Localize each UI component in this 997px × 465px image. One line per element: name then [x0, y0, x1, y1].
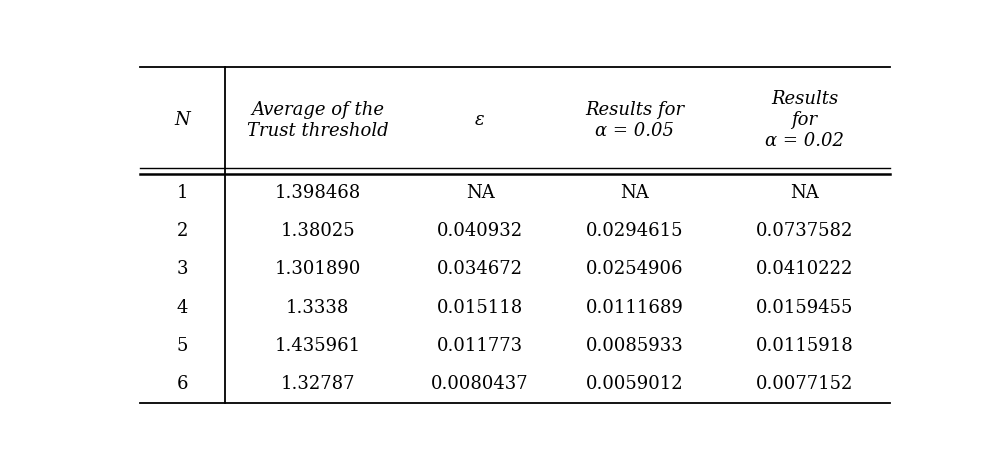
- Text: 0.011773: 0.011773: [437, 337, 523, 355]
- Text: 0.0085933: 0.0085933: [585, 337, 684, 355]
- Text: 0.0737582: 0.0737582: [756, 222, 853, 240]
- Text: 1.3338: 1.3338: [286, 299, 350, 317]
- Text: 1.398468: 1.398468: [274, 184, 361, 202]
- Text: 0.015118: 0.015118: [437, 299, 523, 317]
- Text: NA: NA: [466, 184, 495, 202]
- Text: 0.0294615: 0.0294615: [586, 222, 683, 240]
- Text: 1: 1: [176, 184, 188, 202]
- Text: 0.0059012: 0.0059012: [586, 375, 683, 393]
- Text: 0.0410222: 0.0410222: [756, 260, 853, 279]
- Text: 1.32787: 1.32787: [280, 375, 355, 393]
- Text: 3: 3: [176, 260, 188, 279]
- Text: 6: 6: [176, 375, 188, 393]
- Text: 0.0115918: 0.0115918: [756, 337, 853, 355]
- Text: N: N: [174, 111, 190, 129]
- Text: 0.0111689: 0.0111689: [585, 299, 684, 317]
- Text: Results
for
α = 0.02: Results for α = 0.02: [765, 91, 844, 150]
- Text: NA: NA: [620, 184, 649, 202]
- Text: 0.0159455: 0.0159455: [756, 299, 853, 317]
- Text: 4: 4: [176, 299, 188, 317]
- Text: 0.040932: 0.040932: [437, 222, 523, 240]
- Text: Results for
α = 0.05: Results for α = 0.05: [585, 101, 684, 140]
- Text: 1.38025: 1.38025: [280, 222, 355, 240]
- Text: 0.0254906: 0.0254906: [586, 260, 683, 279]
- Text: ε: ε: [476, 111, 485, 129]
- Text: 0.0080437: 0.0080437: [432, 375, 528, 393]
- Text: 0.0077152: 0.0077152: [756, 375, 853, 393]
- Text: 0.034672: 0.034672: [437, 260, 523, 279]
- Text: Average of the
Trust threshold: Average of the Trust threshold: [247, 101, 389, 140]
- Text: NA: NA: [791, 184, 819, 202]
- Text: 1.435961: 1.435961: [275, 337, 361, 355]
- Text: 5: 5: [176, 337, 188, 355]
- Text: 1.301890: 1.301890: [274, 260, 361, 279]
- Text: 2: 2: [176, 222, 188, 240]
